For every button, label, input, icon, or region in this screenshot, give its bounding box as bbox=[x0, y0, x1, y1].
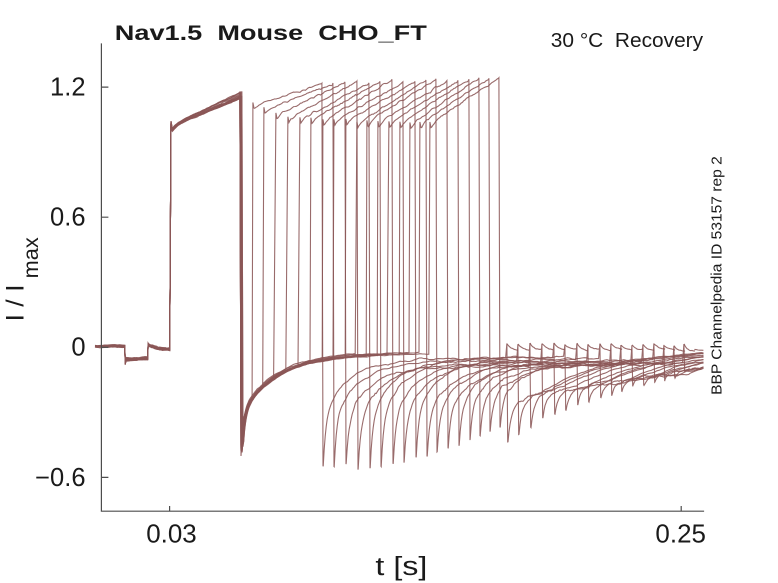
svg-text:I / Imax: I / Imax bbox=[2, 237, 44, 321]
svg-text:0: 0 bbox=[71, 334, 85, 362]
svg-text:0.03: 0.03 bbox=[146, 520, 197, 548]
svg-text:−0.6: −0.6 bbox=[35, 464, 85, 492]
svg-text:Nav1.5 Mouse CHO_FT: Nav1.5 Mouse CHO_FT bbox=[115, 21, 427, 45]
svg-text:30 °C Recovery: 30 °C Recovery bbox=[551, 30, 703, 52]
svg-text:0.6: 0.6 bbox=[50, 204, 85, 232]
svg-text:0.25: 0.25 bbox=[655, 520, 706, 548]
svg-text:1.2: 1.2 bbox=[50, 74, 85, 102]
svg-text:BBP Channelpedia ID 53157 rep: BBP Channelpedia ID 53157 rep 2 bbox=[709, 156, 725, 395]
svg-text:t [s]: t [s] bbox=[375, 553, 427, 581]
